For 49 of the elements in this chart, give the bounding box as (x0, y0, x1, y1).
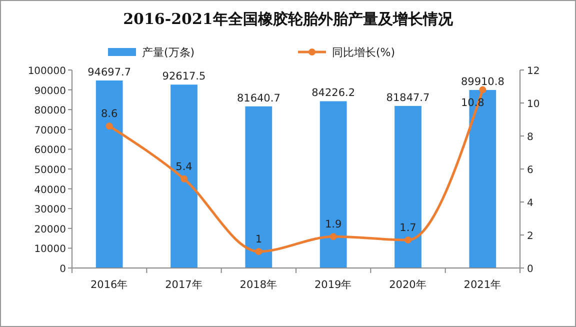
y2-tick-label: 2 (527, 231, 534, 242)
y2-tick-label: 10 (527, 99, 540, 110)
y-tick-label: 40000 (34, 184, 66, 196)
y-tick-label: 70000 (34, 125, 66, 136)
data-label: 5.4 (176, 160, 193, 173)
data-label: 81640.7 (236, 92, 280, 104)
data-label: 1.9 (324, 218, 342, 231)
bar (96, 80, 123, 268)
y-tick-label: 20000 (34, 224, 66, 236)
y2-tick-label: 12 (527, 66, 540, 77)
y2-tick-label: 0 (527, 264, 534, 275)
data-label: 81847.7 (386, 92, 430, 104)
x-tick-label: 2017年 (165, 279, 203, 291)
point (404, 236, 412, 244)
y-tick-label: 90000 (34, 86, 66, 97)
y2-tick-label: 4 (527, 198, 534, 209)
chart-title: 2016-2021年全国橡胶轮胎外胎产量及增长情况 (123, 10, 454, 28)
x-tick-label: 2019年 (314, 279, 352, 291)
x-tick-label: 2016年 (90, 279, 128, 291)
y-tick-label: 80000 (34, 106, 66, 117)
y-tick-label: 30000 (34, 204, 66, 216)
x-tick-label: 2021年 (464, 279, 502, 291)
y-tick-label: 10000 (34, 244, 66, 256)
point (330, 233, 337, 240)
y-tick-label: 50000 (34, 165, 66, 176)
bar (170, 84, 198, 268)
y-tick-label: 60000 (34, 145, 66, 156)
data-label: 89910.8 (460, 76, 504, 88)
point (255, 248, 262, 255)
y2-tick-label: 8 (527, 132, 534, 143)
x-tick-label: 2018年 (240, 279, 278, 291)
data-label: 1 (255, 234, 262, 246)
x-tick-label: 2020年 (389, 279, 427, 291)
y2-tick-label: 6 (527, 165, 534, 176)
y-tick-label: 100000 (28, 66, 66, 77)
bar (320, 101, 347, 268)
point (106, 122, 113, 130)
bar (245, 106, 272, 268)
data-label: 94697.7 (88, 66, 132, 78)
point (180, 175, 188, 182)
legend-label: 同比增长(%) (332, 46, 396, 59)
data-label: 92617.5 (162, 70, 206, 83)
bar (394, 106, 422, 268)
legend-label: 产量(万条) (142, 46, 195, 59)
y-tick-label: 0 (60, 264, 66, 275)
data-label: 1.7 (400, 222, 416, 234)
data-label: 84226.2 (312, 87, 356, 100)
point (479, 86, 486, 94)
data-label: 8.6 (100, 108, 118, 120)
